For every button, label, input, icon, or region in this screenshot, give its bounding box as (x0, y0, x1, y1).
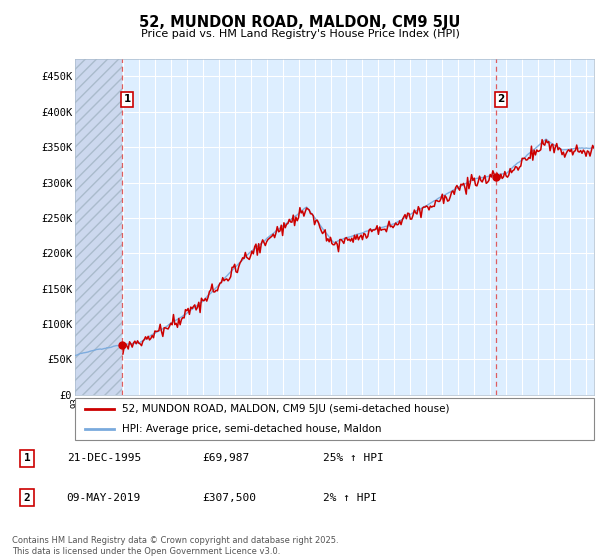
Bar (75, 59, 122, 395)
Text: 2% ↑ HPI: 2% ↑ HPI (323, 493, 377, 503)
Text: £307,500: £307,500 (202, 493, 256, 503)
Text: 21-DEC-1995: 21-DEC-1995 (67, 453, 141, 463)
Text: 1: 1 (23, 453, 30, 463)
Text: Price paid vs. HM Land Registry's House Price Index (HPI): Price paid vs. HM Land Registry's House … (140, 29, 460, 39)
Text: £69,987: £69,987 (202, 453, 250, 463)
Text: 52, MUNDON ROAD, MALDON, CM9 5JU (semi-detached house): 52, MUNDON ROAD, MALDON, CM9 5JU (semi-d… (122, 404, 449, 414)
Text: 25% ↑ HPI: 25% ↑ HPI (323, 453, 384, 463)
Text: 52, MUNDON ROAD, MALDON, CM9 5JU: 52, MUNDON ROAD, MALDON, CM9 5JU (139, 15, 461, 30)
Text: HPI: Average price, semi-detached house, Maldon: HPI: Average price, semi-detached house,… (122, 424, 381, 434)
Text: 2: 2 (497, 94, 505, 104)
Text: 2: 2 (23, 493, 30, 503)
Text: 1: 1 (124, 94, 131, 104)
Text: Contains HM Land Registry data © Crown copyright and database right 2025.
This d: Contains HM Land Registry data © Crown c… (12, 536, 338, 556)
Text: 09-MAY-2019: 09-MAY-2019 (67, 493, 141, 503)
